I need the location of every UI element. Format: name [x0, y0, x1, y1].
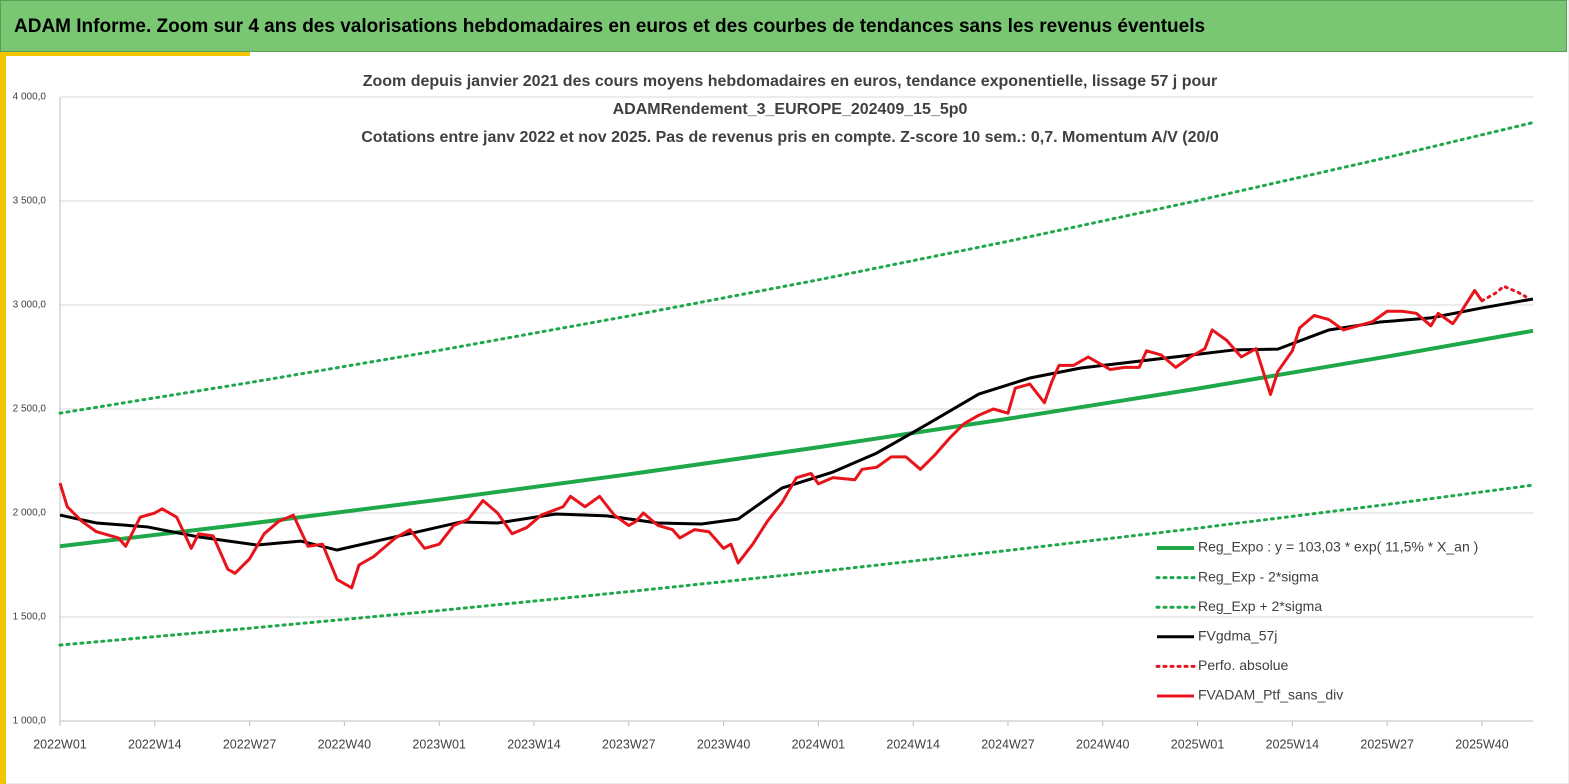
y-tick-label: 1 000,0 — [13, 716, 47, 727]
x-tick-label: 2022W40 — [318, 737, 372, 751]
x-tick-label: 2022W01 — [33, 737, 87, 751]
x-tick-label: 2025W40 — [1455, 737, 1509, 751]
x-tick-label: 2024W14 — [886, 737, 940, 751]
x-tick-label: 2023W14 — [507, 737, 561, 751]
chart-title: Cotations entre janv 2022 et nov 2025. P… — [361, 129, 1219, 146]
x-tick-label: 2023W40 — [697, 737, 751, 751]
series-line — [58, 483, 1535, 647]
y-tick-label: 1 500,0 — [13, 612, 47, 623]
x-tick-label: 2024W40 — [1076, 737, 1130, 751]
x-tick-label: 2024W27 — [981, 737, 1035, 751]
x-tick-label: 2025W01 — [1171, 737, 1225, 751]
legend-label: FVADAM_Ptf_sans_div — [1198, 687, 1343, 703]
x-tick-label: 2023W01 — [412, 737, 466, 751]
legend-label: Reg_Exp + 2*sigma — [1198, 598, 1322, 614]
x-tick-label: 2025W14 — [1266, 737, 1320, 751]
accent-left — [0, 52, 6, 784]
series-line — [58, 121, 1535, 415]
chart-title: Zoom depuis janvier 2021 des cours moyen… — [363, 73, 1218, 90]
accent-top — [0, 52, 250, 56]
y-tick-label: 3 000,0 — [13, 300, 47, 311]
y-tick-label: 3 500,0 — [13, 196, 47, 207]
y-tick-label: 4 000,0 — [13, 92, 47, 103]
x-tick-label: 2022W27 — [223, 737, 277, 751]
x-tick-label: 2024W01 — [792, 737, 846, 751]
x-tick-label: 2023W27 — [602, 737, 656, 751]
y-tick-label: 2 500,0 — [13, 404, 47, 415]
header-band — [0, 0, 1567, 52]
y-tick-label: 2 000,0 — [13, 508, 47, 519]
legend-label: Perfo. absolue — [1198, 657, 1288, 673]
series-line — [1480, 284, 1528, 303]
legend-label: Reg_Expo : y = 103,03 * exp( 11,5% * X_a… — [1198, 539, 1478, 555]
legend-label: Reg_Exp - 2*sigma — [1198, 568, 1319, 584]
x-tick-label: 2025W27 — [1360, 737, 1414, 751]
chart-title: ADAMRendement_3_EUROPE_202409_15_5p0 — [613, 101, 968, 118]
series-line — [59, 328, 1534, 549]
legend-label: FVgdma_57j — [1198, 628, 1277, 644]
x-tick-label: 2022W14 — [128, 737, 182, 751]
header-title: ADAM Informe. Zoom sur 4 ans des valoris… — [14, 16, 1205, 37]
series-line — [58, 288, 1484, 590]
